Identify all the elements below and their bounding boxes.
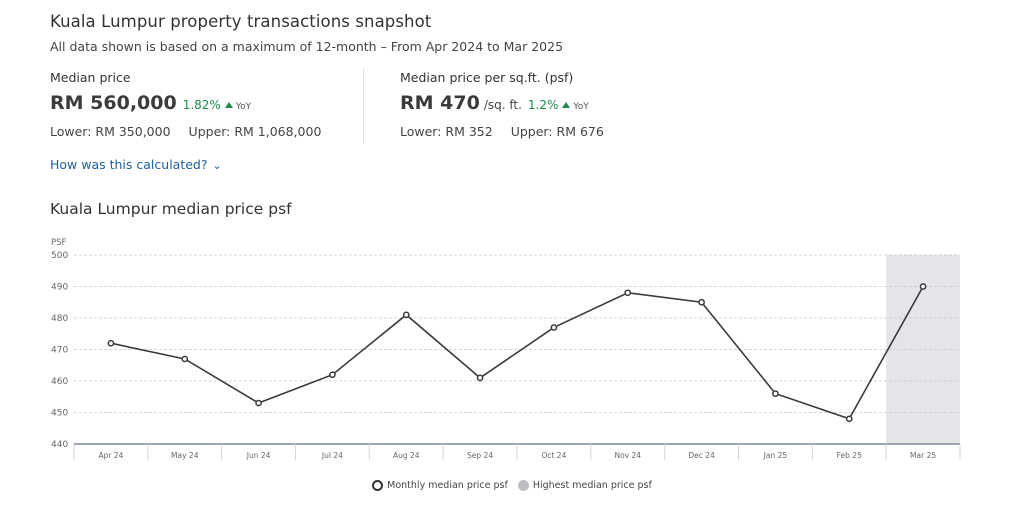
data-point [698, 298, 705, 306]
page-title: Kuala Lumpur property transactions snaps… [50, 12, 432, 31]
y-tick-label: 490 [51, 283, 68, 293]
x-tick-label: Sep 24 [467, 451, 493, 460]
x-tick-label: Feb 25 [837, 451, 862, 460]
x-tick-label: Nov 24 [614, 451, 641, 460]
y-tick-label: 480 [51, 314, 68, 324]
data-point [550, 324, 558, 331]
chart-title: Kuala Lumpur median price psf [50, 200, 292, 218]
x-tick-label: Dec 24 [688, 451, 715, 460]
data-point [255, 399, 262, 407]
data-point [919, 283, 927, 290]
x-tick-label: Jul 24 [321, 451, 343, 460]
x-tick-label: Oct 24 [541, 451, 566, 460]
y-tick-label: 470 [51, 346, 68, 356]
y-tick-label: 450 [51, 409, 68, 419]
y-tick-label: 460 [51, 377, 68, 387]
x-tick-label: Apr 24 [98, 451, 123, 460]
page-subtitle: All data shown is based on a maximum of … [50, 39, 564, 54]
data-point [181, 355, 189, 363]
snapshot-panel: Kuala Lumpur property transactions snaps… [50, 0, 970, 515]
median-psf-lower: Lower: RM 352 [400, 124, 493, 139]
data-point [402, 311, 410, 319]
series-line-monthly [110, 286, 924, 420]
y-tick-label: 440 [51, 440, 68, 450]
up-arrow-icon [562, 102, 571, 108]
data-point [624, 289, 632, 297]
legend-item-highest[interactable]: Highest median price psf [517, 480, 652, 491]
x-tick-label: May 24 [171, 451, 199, 460]
median-psf-change: 1.2% [527, 98, 559, 112]
median-price-lower: Lower: RM 350,000 [50, 124, 171, 139]
y-tick-label: 500 [51, 251, 68, 261]
how-calculated-link[interactable]: How was this calculated? ⌄ [50, 157, 222, 172]
how-calculated-label: How was this calculated? [50, 157, 208, 172]
data-point [476, 374, 484, 382]
stat-divider [363, 68, 364, 144]
yoy-label: YoY [235, 102, 252, 112]
x-tick-label: Jun 24 [246, 451, 271, 460]
x-tick-label: Aug 24 [393, 451, 420, 460]
line-chart: 440 450 460 470 480 490 500 PSF Apr 24 May 24 Jun … [51, 238, 961, 460]
x-tick-label: Mar 25 [910, 451, 936, 460]
open-circle-icon [372, 480, 384, 491]
median-psf-label: Median price per sq.ft. (psf) [400, 70, 574, 85]
median-price-change: 1.82% [182, 98, 221, 112]
x-tick-label: Jan 25 [763, 451, 788, 460]
data-point [772, 390, 779, 397]
filled-circle-icon [517, 480, 529, 491]
median-psf-unit: /sq. ft. [483, 98, 522, 112]
median-price-label: Median price [50, 70, 131, 85]
legend-label-monthly: Monthly median price psf [387, 480, 508, 491]
median-psf-value: RM 470 [400, 92, 480, 114]
data-point [329, 371, 336, 379]
data-point [107, 339, 115, 347]
legend-label-highest: Highest median price psf [532, 480, 652, 491]
chevron-down-icon: ⌄ [212, 159, 222, 172]
up-arrow-icon [224, 102, 233, 108]
legend-item-monthly[interactable]: Monthly median price psf [372, 480, 508, 491]
data-point [845, 415, 853, 423]
median-psf-stat: Median price per sq.ft. (psf) RM 470 /sq… [400, 70, 720, 139]
yoy-label: YoY [573, 102, 589, 112]
median-price-stat: Median price RM 560,000 1.82% YoY Lower:… [50, 70, 350, 139]
median-price-upper: Upper: RM 1,068,000 [188, 124, 322, 139]
median-price-value: RM 560,000 [50, 92, 177, 114]
median-psf-upper: Upper: RM 676 [510, 124, 604, 139]
chart-legend: Monthly median price psf Highest median … [0, 480, 1024, 491]
y-axis-label: PSF [51, 238, 67, 248]
